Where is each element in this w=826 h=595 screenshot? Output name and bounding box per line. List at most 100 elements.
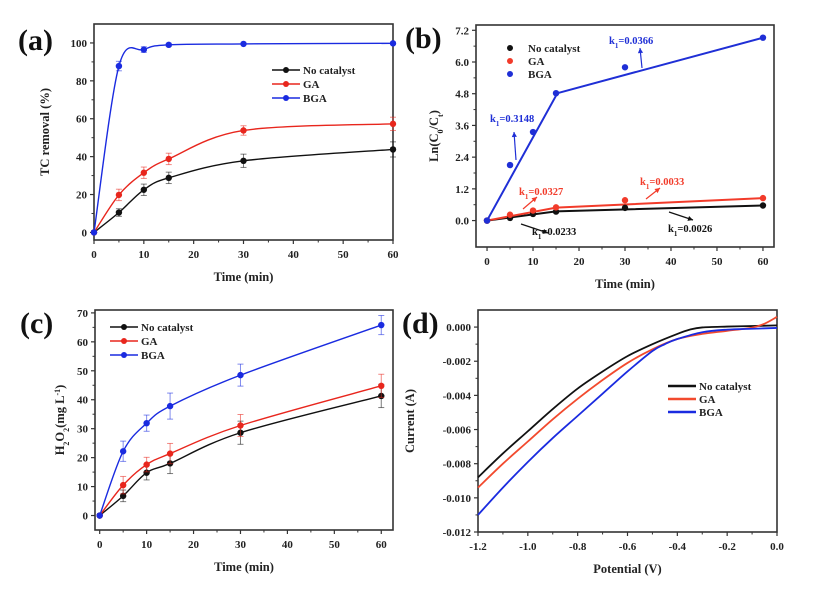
y-tick-label: 2.4 (455, 152, 469, 164)
y-tick-label: 20 (76, 190, 88, 202)
panel-label: (a) (18, 24, 53, 57)
x-tick-label: 10 (141, 539, 153, 551)
x-tick-label: 0 (91, 249, 97, 261)
data-point (237, 422, 244, 429)
data-point (165, 155, 172, 163)
x-tick-label: 40 (288, 249, 300, 261)
y-tick-label: 0.0 (455, 216, 469, 228)
x-tick-label: 60 (388, 249, 400, 261)
y-axis-label-part: 2 (62, 442, 71, 446)
legend-label: BGA (528, 69, 552, 81)
y-tick-label: -0.010 (443, 493, 472, 505)
legend-marker (283, 67, 289, 73)
plot-frame (477, 309, 778, 533)
legend-marker (507, 58, 513, 64)
data-point (389, 40, 397, 47)
data-point (759, 194, 767, 202)
y-tick-label: -0.008 (443, 459, 472, 471)
x-axis-label: Time (min) (595, 277, 655, 291)
rate-constant-part: 1 (496, 120, 500, 128)
y-axis-label: Current (A) (403, 389, 417, 453)
legend-marker (121, 338, 127, 344)
rate-constant-part: k (532, 227, 538, 238)
legend-label: No catalyst (528, 43, 581, 55)
x-axis-label: Potential (V) (593, 562, 661, 576)
y-tick-label: 100 (71, 38, 88, 50)
x-tick-label: 50 (338, 249, 350, 261)
data-point (96, 512, 103, 519)
data-point (552, 204, 560, 211)
y-tick-label: 40 (77, 395, 89, 407)
arrow-head (531, 197, 537, 203)
data-point (90, 229, 98, 236)
panel-d: (d) -1.2 -1.0 -0.8 -0.6 -0.4 -0.2 0.0 0.000 -0.00… (402, 307, 784, 576)
x-tick-label: 0 (484, 256, 490, 268)
y-tick-label: 80 (76, 76, 88, 88)
y-tick-label: 60 (76, 114, 88, 126)
y-axis-label-part: -1 (53, 389, 62, 396)
arrow-head (637, 48, 644, 54)
y-axis-label-part: ) (427, 110, 441, 114)
x-tick-label: -0.8 (569, 541, 587, 553)
y-tick-label: 10 (77, 482, 89, 494)
x-tick-label: -0.6 (619, 541, 637, 553)
arrow-head (654, 188, 660, 194)
y-tick-label: 1.2 (455, 184, 469, 196)
data-point (237, 371, 244, 379)
panel-c: (c) 0 10 20 30 40 50 60 0 10 20 30 40 50 60 70 Time (min… (20, 307, 394, 574)
data-point (119, 448, 127, 455)
rate-constant-part: k (640, 177, 646, 188)
data-point (378, 382, 385, 390)
legend-label: No catalyst (141, 322, 194, 334)
data-point (165, 174, 172, 182)
y-axis-label-part: TC removal (%) (38, 88, 52, 176)
y-axis-label-part: Current (A) (403, 389, 417, 453)
x-axis-label: Time (min) (214, 270, 274, 284)
y-axis-label: H2O2(mg L-1) (53, 385, 71, 456)
series-line (99, 324, 382, 516)
x-tick-label: 40 (282, 539, 294, 551)
data-point (115, 191, 123, 199)
y-axis-label: Ln(C0/Ct) (427, 110, 445, 162)
panel-label: (c) (20, 307, 53, 340)
y-tick-label: 20 (77, 453, 89, 465)
series-line (93, 42, 394, 233)
y-tick-label: 7.2 (455, 25, 469, 37)
rate-constant-part: k (490, 114, 496, 125)
x-axis-label: Time (min) (214, 560, 274, 574)
arrow-head (687, 215, 693, 221)
x-tick-label: 40 (665, 256, 677, 268)
rate-constant-label: k1=0.3148 (490, 114, 534, 128)
x-tick-label: -0.4 (669, 541, 687, 553)
data-point (621, 204, 629, 212)
y-axis-label-part: /C (427, 117, 441, 131)
legend-label: GA (528, 56, 545, 68)
rate-constant-part: =0.0327 (528, 187, 563, 198)
x-tick-label: 0 (97, 539, 103, 551)
legend-label: No catalyst (303, 65, 356, 77)
y-tick-label: -0.012 (443, 527, 472, 539)
rate-constant-label: k1=0.0327 (519, 187, 563, 201)
rate-constant-part: 1 (674, 230, 678, 238)
data-point (119, 481, 127, 489)
rate-constant-part: =0.3148 (499, 114, 534, 125)
series-line (477, 327, 778, 516)
rate-constant-part: =0.0033 (649, 177, 684, 188)
legend-marker (121, 324, 127, 330)
x-tick-label: 50 (711, 256, 723, 268)
series-line (99, 385, 382, 516)
x-tick-label: 20 (574, 256, 586, 268)
y-tick-label: 0 (83, 511, 89, 523)
series-line (477, 324, 778, 479)
legend-label: GA (303, 79, 320, 91)
data-point (529, 207, 537, 214)
data-point (143, 461, 150, 468)
rate-constant-part: k (609, 36, 615, 47)
x-tick-label: 60 (757, 256, 769, 268)
data-point (240, 127, 247, 134)
rate-constant-part: =0.0233 (541, 227, 576, 238)
data-point (140, 186, 148, 193)
data-point (166, 450, 174, 457)
y-tick-label: 3.6 (455, 120, 469, 132)
y-axis-label-part: Ln(C (427, 133, 441, 161)
